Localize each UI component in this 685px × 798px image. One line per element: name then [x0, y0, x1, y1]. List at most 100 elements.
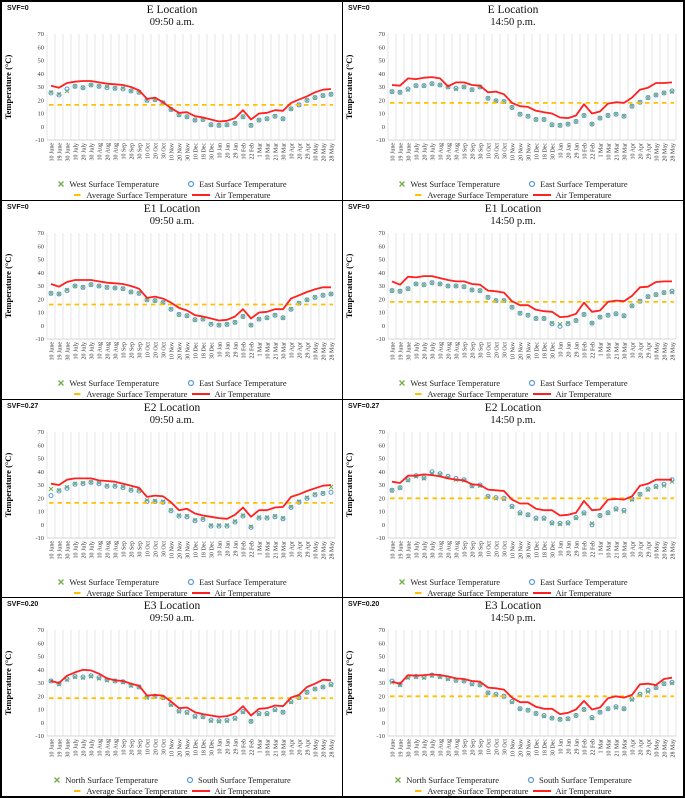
svg-text:30 Mar: 30 Mar [281, 342, 287, 360]
legend-label: Air Temperature [555, 190, 612, 200]
plot-area: 70 60 50 40 30 20 10 0 -10 Temperature (°C) 10 Jun… [2, 228, 342, 378]
svg-text:10 Jan: 10 Jan [558, 541, 564, 557]
legend-row: West Surface Temperature East Surface Te… [398, 179, 628, 189]
legend-label: Average Surface Temperature [86, 587, 188, 598]
chart-panel-e-1450: SVF=0 E Location 14:50 p.m. 70 60 50 40 30 20… [343, 2, 683, 200]
air-temperature-line [391, 274, 672, 318]
svg-text:-10: -10 [376, 535, 385, 542]
svg-text:10 May: 10 May [654, 143, 660, 162]
legend-item-west: West Surface Temperature [398, 179, 500, 189]
svg-text:28 May: 28 May [670, 541, 676, 560]
svg-text:10 Sep: 10 Sep [462, 342, 468, 359]
legend-item-average: Average Surface Temperature [73, 786, 187, 796]
svg-text:30: 30 [38, 283, 45, 290]
svg-text:18 Dec: 18 Dec [201, 540, 207, 557]
circle-marker-icon [187, 180, 195, 188]
legend-item-east: East Surface Temperature [187, 378, 287, 388]
legend-item-average: Average Surface Temperature [414, 389, 528, 399]
svg-text:20 Nov: 20 Nov [177, 541, 183, 559]
legend-label: West Surface Temperature [69, 377, 160, 388]
svg-text:10 May: 10 May [313, 342, 319, 361]
plot-area: 70 60 50 40 30 20 10 0 -10 Temperature (°C) 10 Jun… [2, 427, 342, 577]
svg-text:20 July: 20 July [81, 342, 87, 360]
svg-text:10 Jan: 10 Jan [217, 342, 223, 358]
svg-text:30 June: 30 June [65, 143, 71, 162]
plot-area: 70 60 50 40 30 20 10 0 -10 Temperature (°C) 10 Jun… [2, 625, 342, 775]
svg-text:20 Jan: 20 Jan [566, 342, 572, 358]
svg-text:0: 0 [382, 124, 385, 131]
svg-text:10 May: 10 May [313, 739, 319, 758]
svg-text:70: 70 [38, 230, 45, 237]
svg-text:20 Aug: 20 Aug [446, 739, 452, 757]
svg-text:10 Nov: 10 Nov [510, 143, 516, 161]
legend-item-average: Average Surface Temperature [73, 587, 188, 598]
svg-text:22 Feb: 22 Feb [590, 541, 596, 558]
legend-row: West Surface Temperature East Surface Te… [57, 179, 287, 189]
legend-label: East Surface Temperature [540, 576, 628, 587]
air-temperature-line [391, 473, 672, 516]
chart-title: E3 Location [143, 600, 201, 613]
svg-text:30 June: 30 June [65, 341, 71, 360]
legend-row: West Surface Temperature East Surface Te… [57, 377, 287, 388]
legend-item-average: Average Surface Temperature [73, 190, 187, 200]
svg-text:10 Apr: 10 Apr [630, 739, 636, 756]
legend-item-south: South Surface Temperature [527, 775, 632, 785]
svg-text:20 Jan: 20 Jan [225, 342, 231, 358]
chart-subtitle: 14:50 p.m. [490, 215, 536, 227]
svg-text:10 July: 10 July [414, 143, 420, 161]
svg-text:30 Mar: 30 Mar [622, 143, 628, 161]
svg-text:10 Sep: 10 Sep [121, 739, 127, 756]
svg-text:70: 70 [379, 230, 386, 237]
svg-text:30 June: 30 June [406, 540, 412, 559]
chart-svg: 70 60 50 40 30 20 10 0 -10 Temperature (°C) 10 Jun… [344, 230, 677, 360]
svg-text:30 Sep: 30 Sep [478, 342, 484, 359]
svg-text:20: 20 [38, 694, 45, 701]
svg-text:10 Dec: 10 Dec [193, 739, 199, 756]
x-axis: 10 June 19 June 30 June 10 July 20 July 30 Ju… [49, 739, 335, 758]
svg-text:50: 50 [379, 58, 386, 65]
svg-text:1 Mar: 1 Mar [598, 342, 604, 357]
svg-text:30 Nov: 30 Nov [185, 739, 191, 757]
svg-text:19 June: 19 June [398, 143, 404, 162]
plot-area: 70 60 50 40 30 20 10 0 -10 Temperature (°C) 10 Jun… [2, 29, 342, 179]
svg-text:10 Jan: 10 Jan [558, 143, 564, 159]
svg-text:10 Nov: 10 Nov [510, 342, 516, 360]
svg-text:20 Nov: 20 Nov [177, 342, 183, 360]
legend-item-north: North Surface Temperature [53, 775, 158, 785]
line-marker-icon [533, 788, 552, 794]
svg-text:18 Dec: 18 Dec [542, 341, 548, 358]
x-axis: 10 June 19 June 30 June 10 July 20 July 30 Ju… [390, 341, 676, 360]
svg-text:30 Aug: 30 Aug [454, 541, 460, 559]
svg-text:21 Mar: 21 Mar [273, 143, 279, 161]
svg-text:29 Apr: 29 Apr [646, 143, 652, 160]
circle-marker-icon [528, 578, 536, 586]
svg-text:20 Oct: 20 Oct [494, 341, 500, 357]
legend-item-air: Air Temperature [192, 190, 271, 200]
svg-text:20 Nov: 20 Nov [518, 342, 524, 360]
x-axis: 10 June 19 June 30 June 10 July 20 July 30 Ju… [390, 143, 676, 162]
svg-text:19 June: 19 June [57, 143, 63, 162]
svg-text:10 Oct: 10 Oct [486, 143, 492, 159]
svg-text:29 Jan: 29 Jan [233, 739, 239, 755]
svg-text:Temperature (°C): Temperature (°C) [3, 452, 13, 517]
line-marker-icon [192, 391, 211, 397]
svg-text:30 Oct: 30 Oct [161, 341, 167, 357]
svg-text:20 Nov: 20 Nov [177, 739, 183, 757]
svg-text:20 Aug: 20 Aug [105, 739, 111, 757]
svg-text:0: 0 [382, 521, 385, 528]
svg-text:10 June: 10 June [390, 739, 396, 758]
svg-text:28 May: 28 May [329, 342, 335, 361]
svg-text:20 Oct: 20 Oct [494, 540, 500, 556]
legend-item-north: North Surface Temperature [394, 775, 499, 785]
svg-text:40: 40 [379, 270, 386, 277]
legend-label: West Surface Temperature [410, 179, 501, 189]
svg-text:60: 60 [38, 44, 45, 51]
svg-text:30 Nov: 30 Nov [185, 143, 191, 161]
legend-item-air: Air Temperature [192, 588, 271, 597]
chart-svg: 70 60 50 40 30 20 10 0 -10 Temperature (°C) 10 Jun… [344, 429, 677, 560]
svg-text:Temperature (°C): Temperature (°C) [3, 55, 13, 120]
svg-text:30 Sep: 30 Sep [137, 342, 143, 359]
svg-text:10 June: 10 June [390, 143, 396, 162]
svg-text:20 Sep: 20 Sep [129, 541, 135, 558]
legend-item-air: Air Temperature [192, 389, 271, 399]
